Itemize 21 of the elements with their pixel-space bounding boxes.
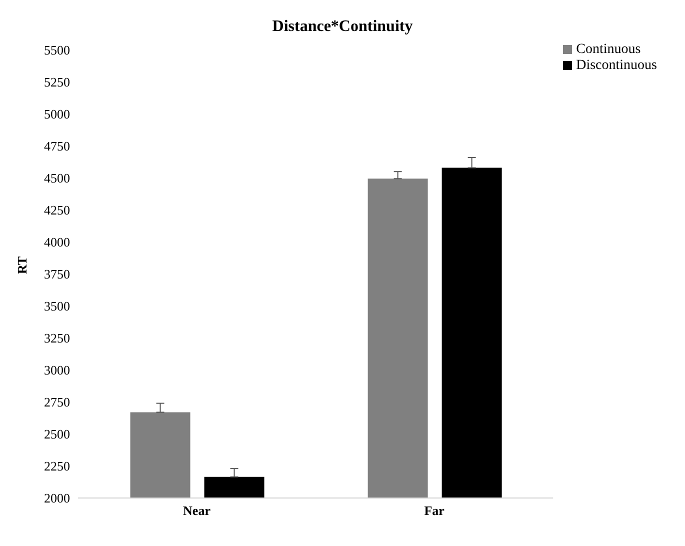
legend-label: Continuous xyxy=(576,42,641,57)
y-tick-label: 4250 xyxy=(44,202,70,218)
y-tick-label: 3000 xyxy=(44,362,70,378)
y-axis-title: RT xyxy=(14,256,30,274)
x-tick-label: Near xyxy=(183,503,211,518)
y-tick-label: 5500 xyxy=(44,42,70,58)
legend-label: Discontinuous xyxy=(576,58,657,73)
y-tick-label: 3750 xyxy=(44,266,70,282)
y-tick-label: 3250 xyxy=(44,330,70,346)
chart-title: Distance*Continuity xyxy=(271,17,414,37)
y-tick-label: 3500 xyxy=(44,298,70,314)
y-tick-label: 2750 xyxy=(44,394,70,410)
y-tick-label: 2000 xyxy=(44,490,70,506)
y-tick-label: 5000 xyxy=(44,106,70,122)
y-tick-label: 5250 xyxy=(44,74,70,90)
y-tick-label: 2250 xyxy=(44,458,70,474)
x-tick-label: Far xyxy=(424,503,445,518)
y-tick-label: 4000 xyxy=(44,234,70,250)
y-tick-label: 4500 xyxy=(44,170,70,186)
y-tick-label: 4750 xyxy=(44,138,70,154)
y-tick-label: 2500 xyxy=(44,426,70,442)
